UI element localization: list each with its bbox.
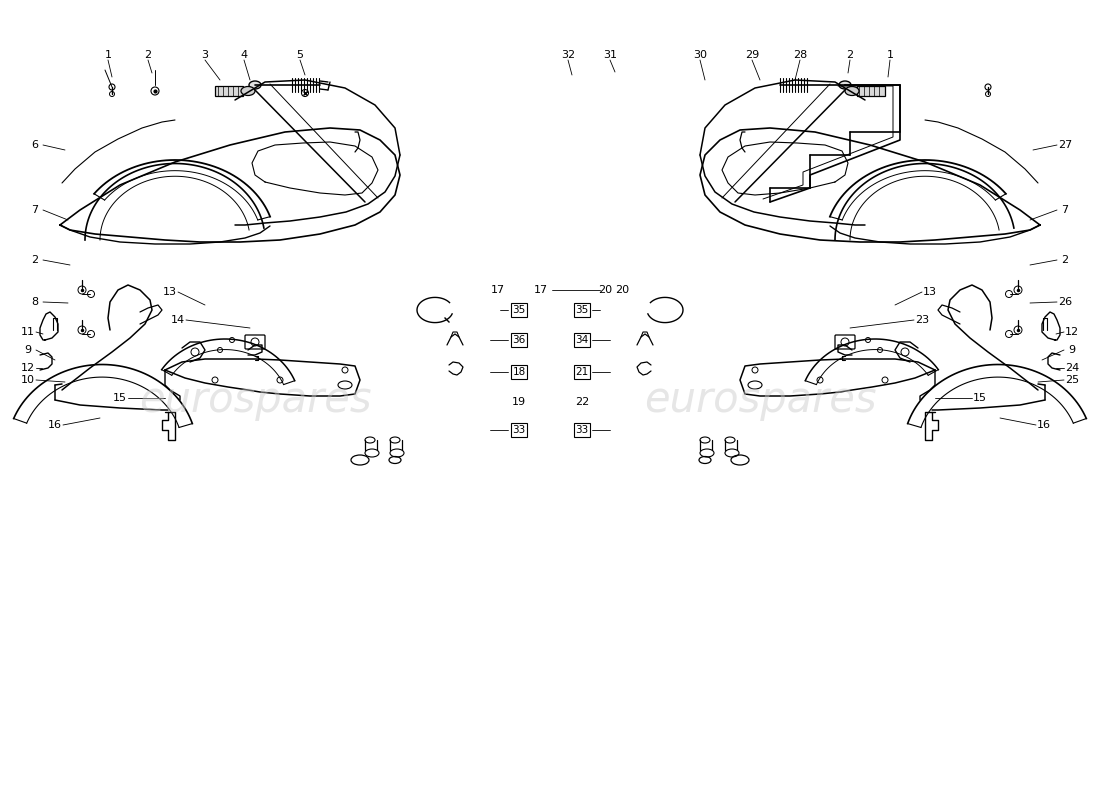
Text: eurospares: eurospares [139,379,372,421]
Text: 24: 24 [1065,363,1079,373]
Text: 33: 33 [513,425,526,435]
Text: 2: 2 [144,50,152,60]
Text: 20: 20 [615,285,629,295]
Text: 3: 3 [201,50,209,60]
Ellipse shape [845,86,859,95]
Text: 16: 16 [1037,420,1050,430]
Ellipse shape [839,81,851,89]
Text: 15: 15 [974,393,987,403]
Text: 15: 15 [113,393,127,403]
Text: 4: 4 [241,50,248,60]
Text: 25: 25 [1065,375,1079,385]
Text: 34: 34 [575,335,589,345]
FancyBboxPatch shape [857,86,886,96]
Text: 12: 12 [21,363,35,373]
Text: 7: 7 [32,205,39,215]
Text: 8: 8 [32,297,39,307]
Text: 2: 2 [846,50,854,60]
Text: 35: 35 [513,305,526,315]
Text: 9: 9 [24,345,32,355]
FancyBboxPatch shape [214,86,243,96]
Text: 11: 11 [21,327,35,337]
Text: 36: 36 [513,335,526,345]
Text: 10: 10 [21,375,35,385]
Text: 27: 27 [1058,140,1072,150]
Text: 13: 13 [163,287,177,297]
Text: 18: 18 [513,367,526,377]
Text: 16: 16 [48,420,62,430]
Text: 1: 1 [104,50,111,60]
Text: 23: 23 [915,315,930,325]
Text: 7: 7 [1062,205,1068,215]
Text: 29: 29 [745,50,759,60]
Text: 1: 1 [887,50,893,60]
Text: 26: 26 [1058,297,1072,307]
Text: 17: 17 [534,285,548,295]
Ellipse shape [241,86,255,95]
Text: 13: 13 [923,287,937,297]
Text: 5: 5 [297,50,304,60]
Text: 2: 2 [1062,255,1068,265]
Text: 14: 14 [170,315,185,325]
Text: 20: 20 [598,285,612,295]
Text: 17: 17 [491,285,505,295]
Text: 9: 9 [1068,345,1076,355]
Text: 30: 30 [693,50,707,60]
Text: 35: 35 [575,305,589,315]
Text: 28: 28 [793,50,807,60]
Text: 2: 2 [32,255,39,265]
Text: 12: 12 [1065,327,1079,337]
Ellipse shape [249,81,261,89]
Text: 19: 19 [512,397,526,407]
Text: 33: 33 [575,425,589,435]
Text: eurospares: eurospares [644,379,877,421]
Text: 21: 21 [575,367,589,377]
Text: 31: 31 [603,50,617,60]
Text: 32: 32 [561,50,575,60]
Text: 6: 6 [32,140,39,150]
Text: 22: 22 [575,397,590,407]
